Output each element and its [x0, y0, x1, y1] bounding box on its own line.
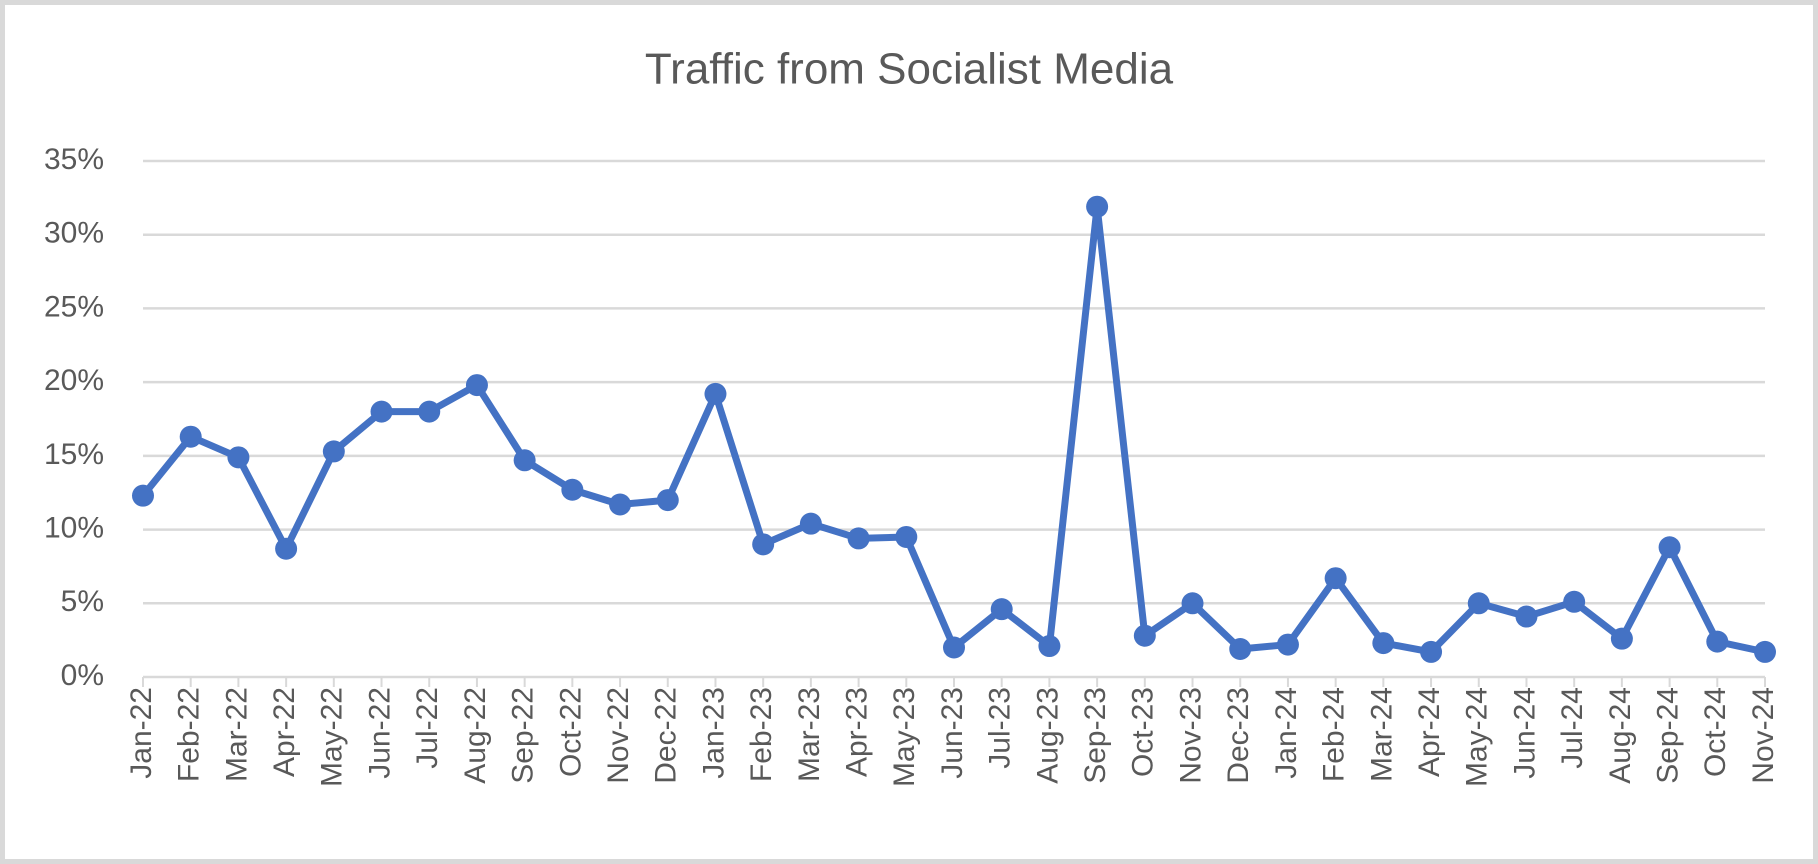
x-tick-label: May-23	[888, 687, 921, 787]
data-point	[1133, 624, 1156, 647]
x-tick-label: Mar-24	[1365, 687, 1398, 782]
data-point	[275, 537, 298, 560]
data-point	[609, 493, 632, 516]
x-tick-label: Oct-22	[554, 687, 587, 777]
x-tick-label: Sep-23	[1079, 687, 1112, 784]
data-point	[990, 598, 1013, 621]
x-tick-label: Feb-23	[745, 687, 778, 782]
x-tick-label: Oct-23	[1127, 687, 1160, 777]
x-tick-label: May-24	[1461, 687, 1494, 787]
x-tick-label: Jul-23	[984, 687, 1017, 769]
data-point	[465, 374, 488, 397]
data-point	[704, 382, 727, 405]
x-tick-label: Aug-24	[1604, 687, 1637, 784]
data-point	[1276, 633, 1299, 656]
x-tick-label: Sep-22	[507, 687, 540, 784]
x-tick-label: Dec-22	[650, 687, 683, 784]
x-tick-label: Aug-22	[459, 687, 492, 784]
data-point	[1324, 567, 1347, 590]
data-point	[179, 425, 202, 448]
y-tick-label: 20%	[44, 364, 104, 397]
y-tick-label: 30%	[44, 217, 104, 250]
y-tick-label: 35%	[44, 143, 104, 176]
x-tick-label: Apr-23	[841, 687, 874, 777]
x-tick-label: Apr-22	[268, 687, 301, 777]
x-tick-label: Nov-24	[1747, 687, 1780, 784]
data-point	[847, 527, 870, 550]
chart-title: Traffic from Socialist Media	[645, 45, 1174, 94]
x-tick-label: Jul-22	[411, 687, 444, 769]
data-point	[418, 400, 441, 423]
data-point	[370, 400, 393, 423]
data-point	[656, 489, 679, 512]
x-tick-label: Nov-22	[602, 687, 635, 784]
y-tick-label: 25%	[44, 290, 104, 323]
data-point	[1181, 592, 1204, 615]
y-tick-label: 15%	[44, 438, 104, 471]
data-point	[513, 449, 536, 472]
x-tick-label: Jan-23	[697, 687, 730, 779]
x-tick-label: Feb-24	[1318, 687, 1351, 782]
x-tick-label: Dec-23	[1222, 687, 1255, 784]
data-point	[1229, 637, 1252, 660]
x-tick-label: Sep-24	[1652, 687, 1685, 784]
x-tick-label: Jun-24	[1508, 687, 1541, 779]
data-point	[1420, 640, 1443, 663]
y-tick-label: 5%	[61, 585, 104, 618]
data-point	[1467, 592, 1490, 615]
data-point	[1515, 605, 1538, 628]
x-tick-label: Jun-23	[936, 687, 969, 779]
data-point	[227, 446, 250, 469]
data-point	[1563, 590, 1586, 613]
data-point	[1754, 640, 1776, 663]
data-point	[1706, 630, 1729, 653]
x-tick-label: Jun-22	[363, 687, 396, 779]
data-point	[561, 478, 584, 501]
x-tick-label: Feb-22	[173, 687, 206, 782]
x-tick-label: Apr-24	[1413, 687, 1446, 777]
data-point	[132, 484, 154, 507]
data-point	[1086, 195, 1109, 218]
y-tick-label: 0%	[61, 659, 104, 692]
data-point	[1372, 632, 1395, 655]
x-tick-label: Jan-22	[125, 687, 158, 779]
x-tick-label: Aug-23	[1031, 687, 1064, 784]
data-point	[943, 636, 965, 659]
x-tick-label: Jul-24	[1556, 687, 1589, 769]
data-point	[1658, 536, 1681, 559]
data-point	[1038, 635, 1061, 658]
x-tick-label: Mar-22	[220, 687, 253, 782]
data-point	[752, 533, 775, 556]
data-point	[895, 525, 918, 548]
data-point	[1610, 627, 1633, 650]
x-tick-label: Mar-23	[793, 687, 826, 782]
data-point	[322, 440, 345, 463]
x-tick-label: Jan-24	[1270, 687, 1303, 779]
x-tick-label: Nov-23	[1174, 687, 1207, 784]
x-tick-label: Oct-24	[1699, 687, 1732, 777]
x-tick-label: May-22	[316, 687, 349, 787]
y-tick-label: 10%	[44, 511, 104, 544]
data-point	[799, 512, 822, 535]
